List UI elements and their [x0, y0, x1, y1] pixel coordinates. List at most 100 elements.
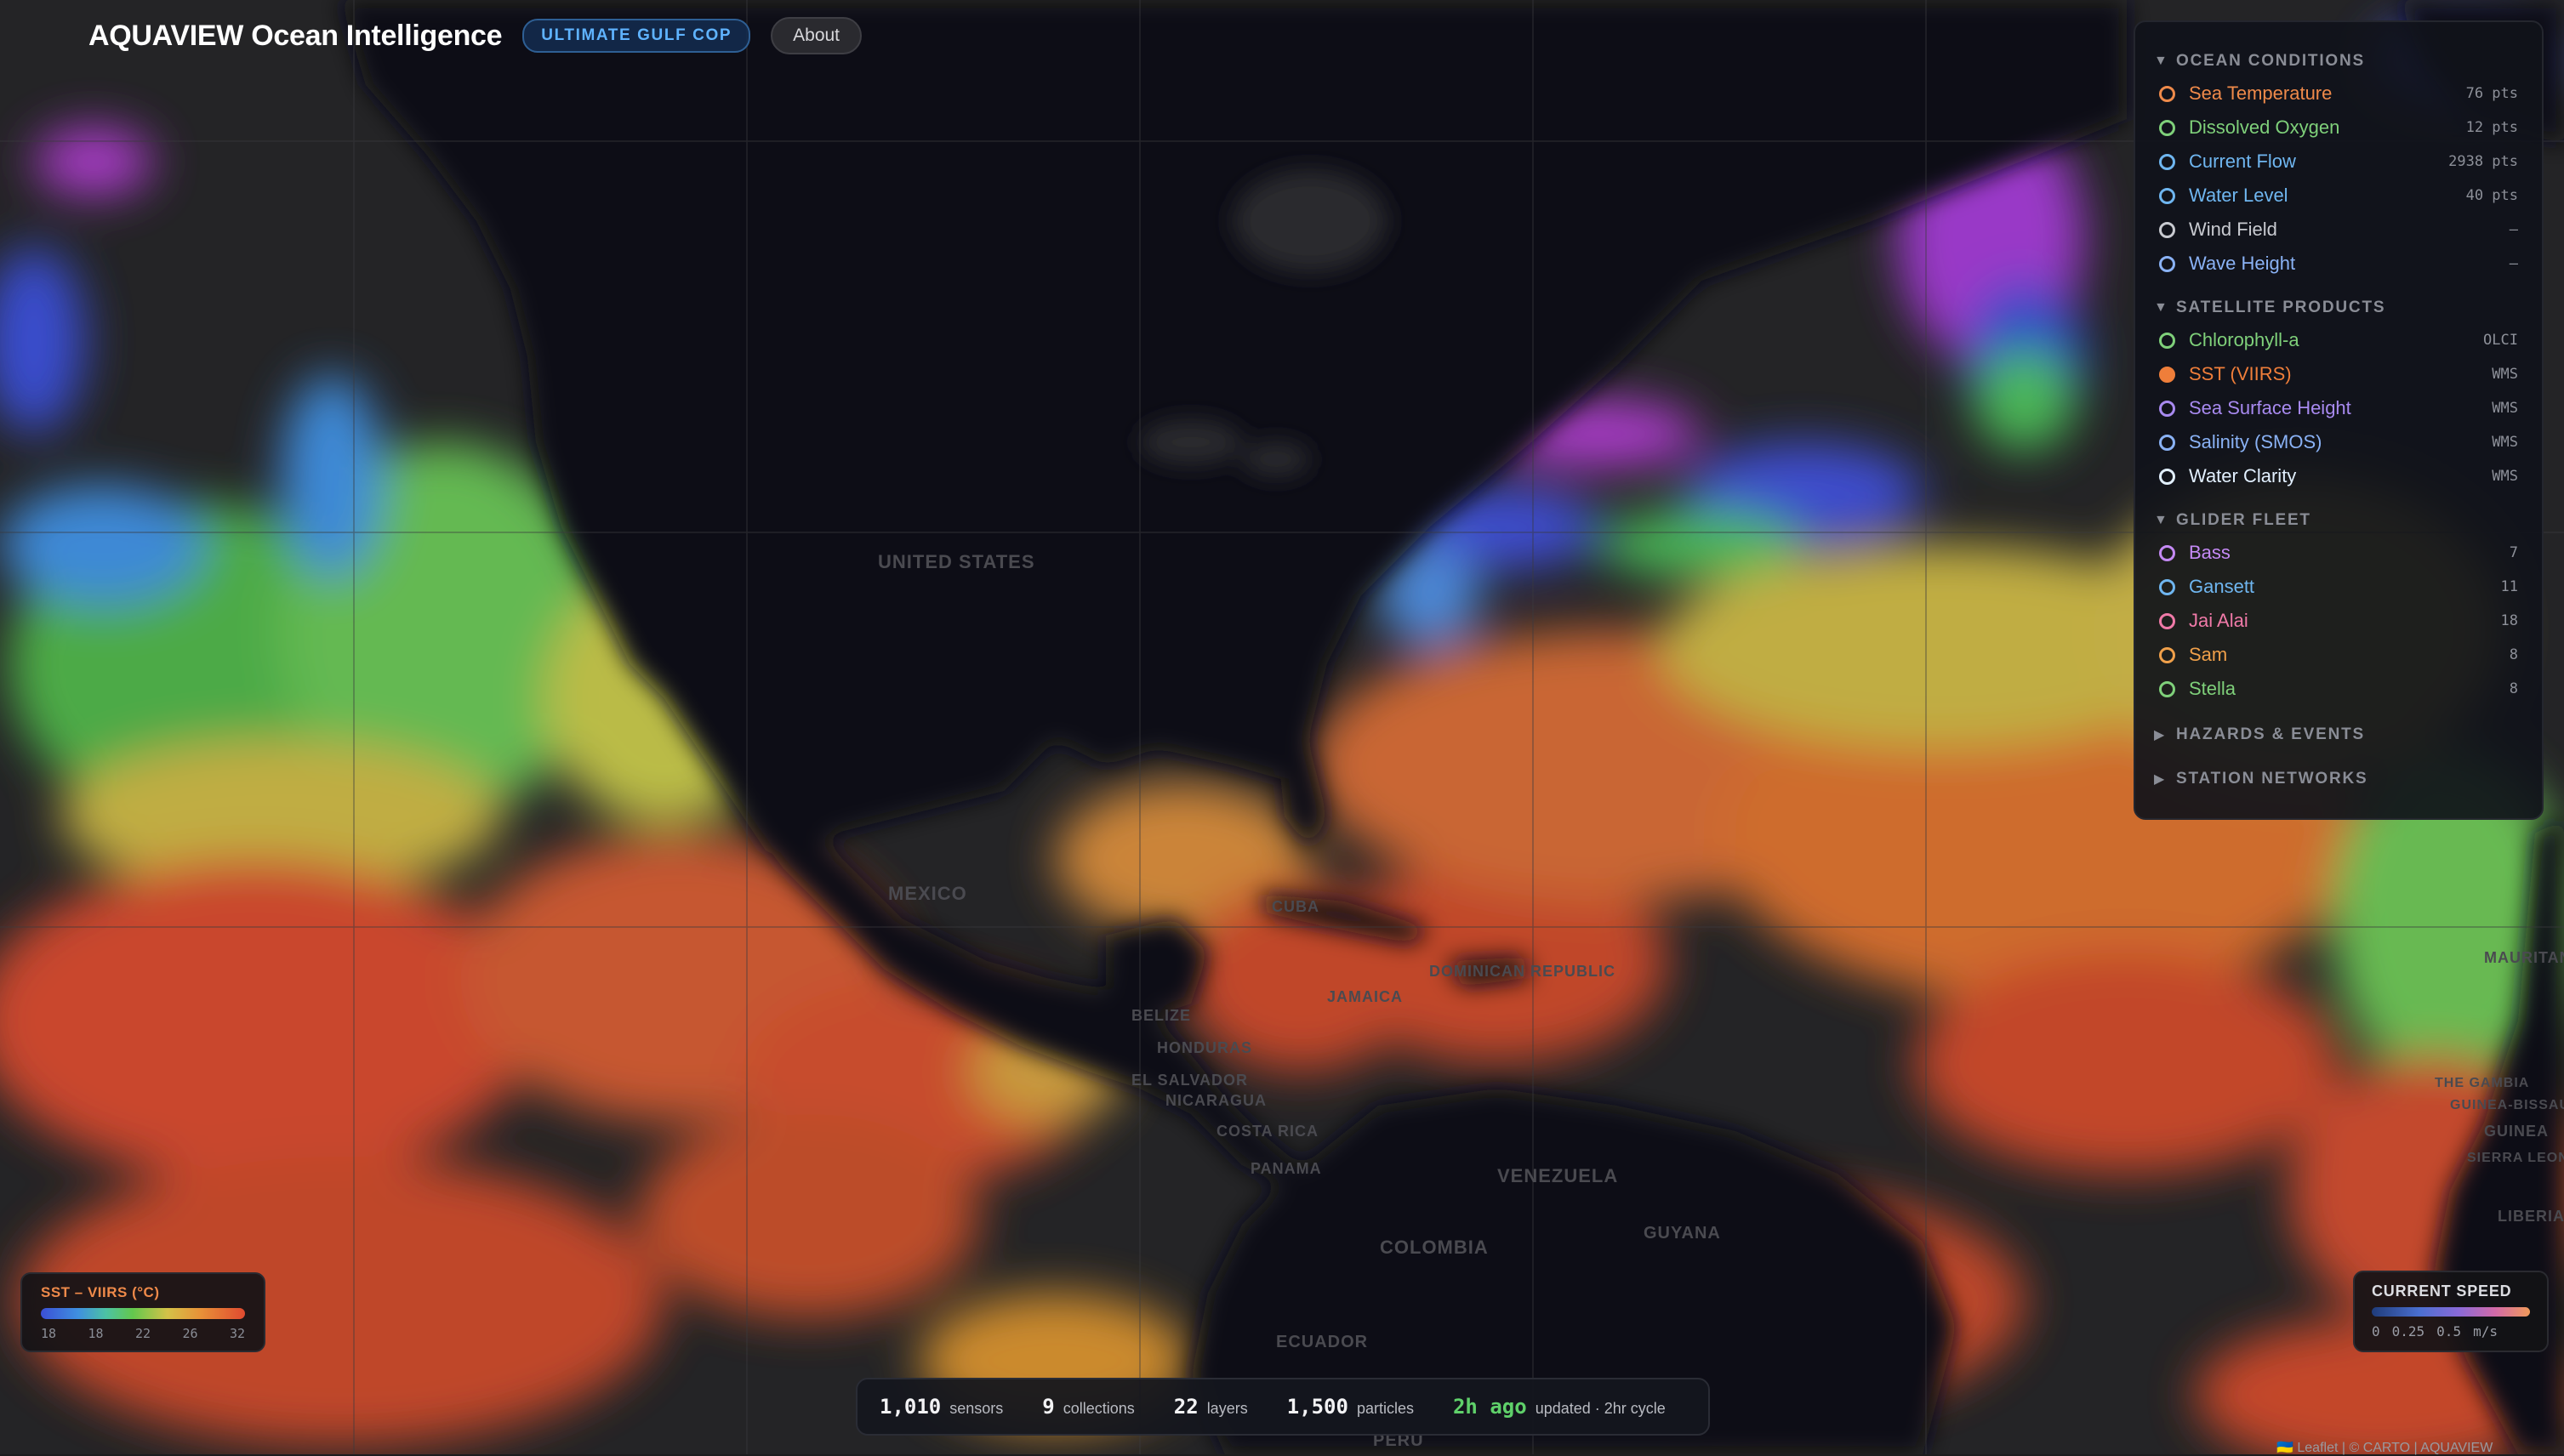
mode-badge[interactable]: ULTIMATE GULF COP — [522, 19, 751, 53]
radio-off-icon[interactable] — [2159, 400, 2175, 417]
layer-count: WMS — [2492, 434, 2518, 451]
map-label-nicaragua: NICARAGUA — [1165, 1092, 1267, 1109]
radio-off-icon[interactable] — [2159, 578, 2175, 595]
map-label-peru: PERU — [1373, 1431, 1424, 1450]
caret-down-icon[interactable]: ▼ — [2154, 513, 2169, 527]
layer-label: Chlorophyll-a — [2189, 329, 2299, 350]
layer-toggle-row[interactable]: Sam 8 — [2154, 638, 2518, 672]
layer-toggle-row[interactable]: Current Flow 2938 pts — [2154, 145, 2518, 179]
stat-label: particles — [1356, 1400, 1414, 1417]
layer-count: 18 — [2500, 612, 2518, 629]
stat-value: 22 — [1173, 1395, 1199, 1419]
layer-panel: ▼ OCEAN CONDITIONS Sea Temperature 76 pts Di… — [2134, 20, 2544, 820]
panel-section-header[interactable]: ▶ STATION NETWORKS — [2154, 764, 2518, 794]
panel-section-header[interactable]: ▼ GLIDER FLEET — [2154, 505, 2518, 536]
layer-toggle-row[interactable]: Sea Surface Height WMS — [2154, 391, 2518, 425]
radio-off-icon[interactable] — [2159, 332, 2175, 349]
layer-count: 12 pts — [2465, 119, 2518, 136]
current-tick: 0.5 — [2436, 1323, 2462, 1339]
sst-legend-title: SST – VIIRS (°C) — [41, 1284, 160, 1300]
map-label-colombia: COLOMBIA — [1380, 1237, 1489, 1258]
map-label-guinea-bissau: GUINEA-BISSAU — [2450, 1098, 2564, 1112]
layer-count: 2938 pts — [2448, 153, 2518, 170]
layer-toggle-row[interactable]: Sea Temperature 76 pts — [2154, 77, 2518, 111]
radio-off-icon[interactable] — [2159, 646, 2175, 663]
caret-down-icon[interactable]: ▼ — [2154, 54, 2169, 68]
panel-section-title: STATION NETWORKS — [2176, 770, 2368, 788]
layer-label: Wave Height — [2189, 253, 2296, 274]
layer-label: SST (VIIRS) — [2189, 363, 2292, 384]
layer-count: OLCI — [2483, 332, 2518, 349]
lakes-layer — [1140, 170, 1387, 476]
layer-toggle-row[interactable]: Dissolved Oxygen 12 pts — [2154, 111, 2518, 145]
panel-section-header[interactable]: ▼ OCEAN CONDITIONS — [2154, 46, 2518, 77]
layer-toggle-row[interactable]: Bass 7 — [2154, 536, 2518, 570]
stat-label: collections — [1063, 1400, 1135, 1417]
map-label-belize: BELIZE — [1131, 1007, 1191, 1024]
radio-off-icon[interactable] — [2159, 434, 2175, 451]
radio-off-icon[interactable] — [2159, 85, 2175, 102]
layer-label: Stella — [2189, 678, 2236, 699]
stat-particles: 1,500 particles — [1287, 1395, 1414, 1419]
layer-toggle-row[interactable]: Stella 8 — [2154, 672, 2518, 706]
layer-toggle-row[interactable]: SST (VIIRS) WMS — [2154, 357, 2518, 391]
app-title: AQUAVIEW Ocean Intelligence — [88, 19, 503, 52]
map-label-costa-rica: COSTA RICA — [1216, 1123, 1319, 1140]
layer-label: Dissolved Oxygen — [2189, 117, 2340, 138]
radio-off-icon[interactable] — [2159, 221, 2175, 238]
map-attribution[interactable]: 🇺🇦 Leaflet | © CARTO | AQUAVIEW — [2276, 1441, 2493, 1455]
map-label-united-states: UNITED STATES — [878, 551, 1035, 572]
caret-right-icon[interactable]: ▶ — [2154, 728, 2167, 742]
stat-value: 1,500 — [1286, 1395, 1348, 1419]
radio-off-icon[interactable] — [2159, 187, 2175, 204]
radio-off-icon[interactable] — [2159, 612, 2175, 629]
layer-toggle-row[interactable]: Wind Field — — [2154, 213, 2518, 247]
panel-section-title: OCEAN CONDITIONS — [2176, 52, 2365, 70]
sst-tick: 26 — [182, 1326, 198, 1341]
stat-value: 9 — [1042, 1395, 1055, 1419]
layer-label: Salinity (SMOS) — [2189, 431, 2322, 452]
map-label-cuba: CUBA — [1272, 898, 1319, 915]
current-legend-title: CURRENT SPEED — [2372, 1283, 2512, 1300]
caret-right-icon[interactable]: ▶ — [2154, 772, 2167, 787]
panel-section-header[interactable]: ▼ SATELLITE PRODUCTS — [2154, 293, 2518, 323]
radio-off-icon[interactable] — [2159, 544, 2175, 561]
layer-toggle-row[interactable]: Wave Height — — [2154, 247, 2518, 281]
map-label-dominican-republic: DOMINICAN REPUBLIC — [1429, 963, 1615, 980]
current-speed-legend: CURRENT SPEED 0 0.25 0.5 m/s — [2353, 1271, 2549, 1352]
layer-label: Current Flow — [2189, 151, 2296, 172]
stat-collections: 9 collections — [1042, 1395, 1135, 1419]
layer-toggle-row[interactable]: Salinity (SMOS) WMS — [2154, 425, 2518, 459]
layer-toggle-row[interactable]: Gansett 11 — [2154, 570, 2518, 604]
caret-down-icon[interactable]: ▼ — [2154, 300, 2169, 315]
map-label-guyana: GUYANA — [1644, 1224, 1721, 1243]
radio-off-icon[interactable] — [2159, 153, 2175, 170]
layer-count: — — [2509, 221, 2518, 238]
map-label-mexico: MEXICO — [888, 883, 967, 904]
layer-toggle-row[interactable]: Water Level 40 pts — [2154, 179, 2518, 213]
radio-off-icon[interactable] — [2159, 680, 2175, 697]
panel-section-header[interactable]: ▶ HAZARDS & EVENTS — [2154, 719, 2518, 750]
stat-layers: 22 layers — [1174, 1395, 1248, 1419]
about-button[interactable]: About — [771, 17, 863, 54]
radio-off-icon[interactable] — [2159, 468, 2175, 485]
layer-label: Bass — [2189, 542, 2231, 563]
layer-toggle-row[interactable]: Water Clarity WMS — [2154, 459, 2518, 493]
current-tick: m/s — [2473, 1323, 2498, 1339]
radio-off-icon[interactable] — [2159, 119, 2175, 136]
map-label-liberia: LIBERIA — [2498, 1208, 2564, 1225]
map-label-sierra-leone: SIERRA LEONE — [2467, 1151, 2564, 1165]
layer-count: — — [2509, 255, 2518, 272]
layer-label: Sam — [2189, 644, 2228, 665]
current-tick: 0.25 — [2391, 1323, 2425, 1339]
radio-off-icon[interactable] — [2159, 255, 2175, 272]
layer-label: Water Level — [2189, 185, 2288, 206]
radio-on-icon[interactable] — [2159, 366, 2175, 383]
layer-count: 7 — [2509, 544, 2518, 561]
sst-legend-ticks: 18 18 22 26 32 — [41, 1326, 245, 1341]
layer-toggle-row[interactable]: Chlorophyll-a OLCI — [2154, 323, 2518, 357]
layer-toggle-row[interactable]: Jai Alai 18 — [2154, 604, 2518, 638]
current-color-ramp — [2372, 1307, 2530, 1317]
map-label-jamaica: JAMAICA — [1327, 988, 1403, 1005]
panel-section-title: HAZARDS & EVENTS — [2176, 725, 2365, 743]
